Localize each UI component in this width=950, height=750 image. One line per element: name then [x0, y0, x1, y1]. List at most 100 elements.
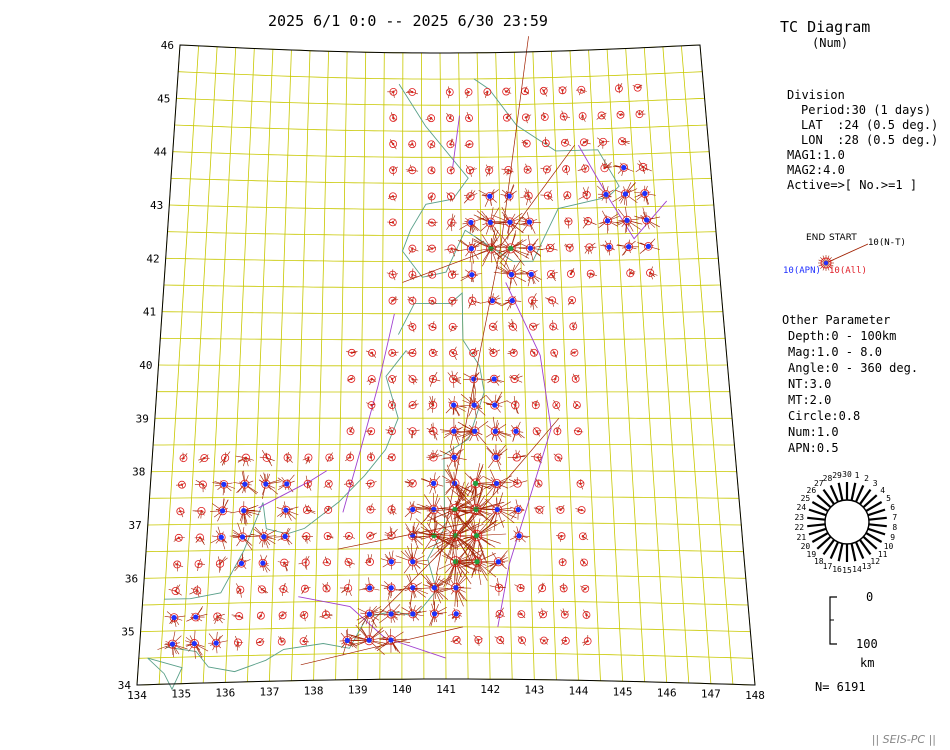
tc-vector: [497, 501, 511, 510]
tc-marker: [550, 348, 559, 358]
tc-all-circle: [599, 137, 608, 146]
tc-all-circle: [547, 270, 556, 279]
tc-vector: [347, 639, 370, 647]
tc-apn-dot: [536, 456, 539, 459]
tc-marker: [582, 217, 597, 229]
tc-marker: [299, 610, 309, 622]
tc-marker: [552, 400, 561, 411]
tc-all-circle: [238, 505, 249, 516]
tc-vector: [433, 431, 438, 441]
tc-all-circle: [517, 610, 526, 619]
tc-marker: [478, 189, 499, 207]
clock-day-label: 8: [892, 523, 897, 532]
tc-apn-dot: [564, 167, 568, 171]
tc-apn-dot: [391, 351, 394, 355]
tc-apn-dot: [498, 612, 501, 616]
tc-vector: [474, 421, 489, 432]
tc-vector: [450, 431, 455, 447]
tc-all-circle: [624, 242, 634, 252]
diagram-title: TC Diagram: [780, 18, 871, 36]
tc-marker: [634, 207, 661, 230]
tc-marker: [385, 426, 396, 436]
tc-all-circle: [389, 114, 398, 122]
tc-all-circle: [174, 533, 183, 542]
tc-marker: [468, 294, 482, 309]
lon-label: 143: [524, 684, 544, 697]
tc-marker: [635, 160, 652, 174]
tc-vector: [526, 195, 529, 206]
tc-vector: [306, 509, 316, 514]
tc-marker: [428, 296, 437, 305]
tc-apn-dot: [629, 271, 632, 275]
tc-marker: [586, 269, 598, 279]
tc-marker: [614, 82, 623, 94]
legend-apn-label: 10(APN): [783, 266, 821, 276]
tc-apn-dot: [472, 480, 479, 486]
tc-apn-dot: [303, 587, 307, 590]
clock-day-bar: [807, 523, 826, 528]
tc-marker: [389, 139, 398, 150]
tc-all-circle: [524, 191, 533, 200]
tc-vector: [506, 400, 516, 406]
tc-vector: [490, 222, 508, 226]
clock-day-bar: [811, 501, 829, 512]
tc-apn-dot: [467, 116, 471, 120]
tc-vector: [451, 370, 454, 380]
tc-all-circle: [491, 478, 502, 489]
tc-apn-dot: [535, 430, 538, 433]
tc-apn-dot: [580, 88, 583, 91]
tc-all-circle: [323, 558, 332, 567]
grid-parallel: [138, 652, 753, 659]
clock-day-label: 14: [852, 565, 862, 574]
tc-all-circle: [303, 479, 312, 488]
tc-apn-dot: [586, 219, 590, 223]
tc-vector: [484, 498, 498, 510]
tc-apn-dot: [450, 247, 453, 250]
tc-vector: [421, 535, 435, 555]
tc-marker: [538, 582, 547, 594]
tc-all-circle: [581, 584, 590, 593]
tc-all-circle: [513, 479, 522, 488]
tc-apn-dot: [195, 589, 199, 592]
tc-marker: [255, 638, 265, 646]
tc-all-circle: [408, 556, 418, 567]
tc-all-circle: [638, 162, 648, 172]
tc-all-circle: [429, 427, 438, 436]
tc-marker: [446, 192, 456, 202]
tc-marker: [507, 348, 518, 357]
grid-parallel: [163, 284, 721, 289]
tc-all-circle: [283, 453, 292, 462]
lat-label: 37: [129, 519, 142, 532]
tc-apn-dot: [504, 90, 508, 93]
tc-vector: [454, 489, 465, 510]
tc-apn-dot: [431, 377, 435, 381]
tc-vector: [465, 535, 477, 561]
clock-day-bar: [865, 532, 883, 543]
tc-all-circle: [428, 322, 437, 331]
tc-marker: [365, 479, 377, 490]
tc-apn-dot: [542, 639, 546, 642]
tc-all-circle: [566, 269, 575, 278]
tc-all-circle: [485, 217, 496, 228]
tc-marker: [367, 452, 375, 462]
tc-marker: [575, 506, 586, 514]
tc-all-circle: [278, 611, 287, 620]
tc-marker: [559, 110, 570, 122]
tc-marker: [540, 112, 549, 121]
tc-all-circle: [324, 479, 333, 488]
tc-all-circle: [583, 217, 593, 226]
tc-vector: [376, 639, 392, 652]
tc-all-circle: [386, 635, 396, 645]
tc-marker: [537, 608, 548, 619]
tc-marker: [387, 218, 397, 227]
tc-apn-dot: [581, 535, 585, 538]
tc-all-circle: [582, 611, 591, 619]
tc-vector: [242, 536, 253, 551]
tc-vector: [455, 535, 475, 551]
tc-apn-dot: [581, 114, 584, 118]
tc-marker: [339, 628, 362, 656]
lat-label: 40: [139, 359, 152, 372]
tc-marker: [539, 636, 549, 645]
tc-vector: [195, 480, 204, 485]
